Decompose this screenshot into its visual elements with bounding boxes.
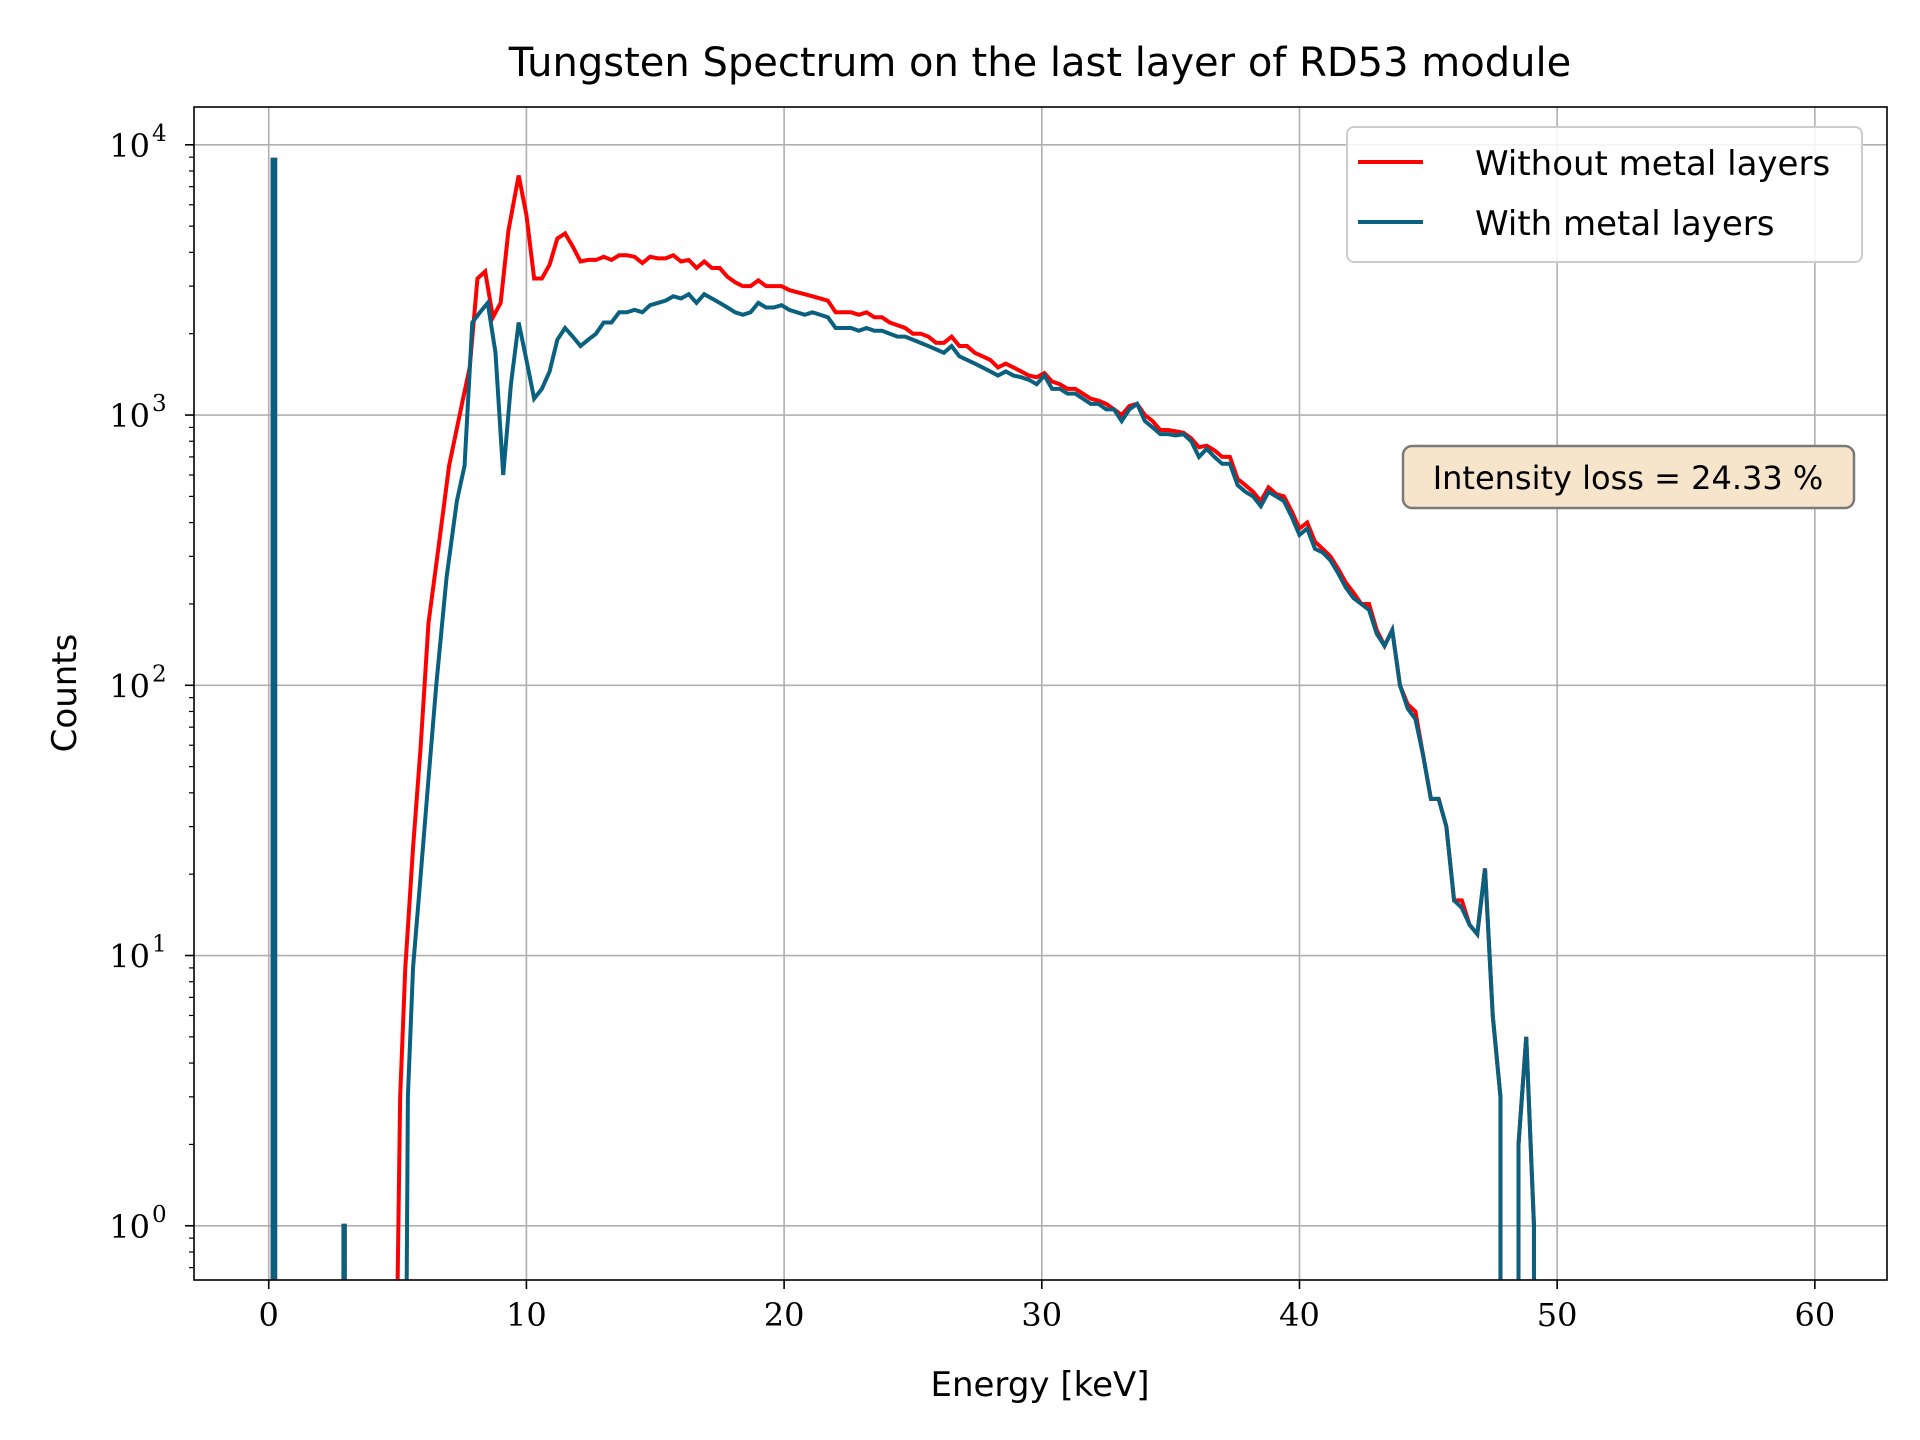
legend: Without metal layers With metal layers	[1346, 126, 1863, 263]
y-tick-base: 10	[109, 1208, 150, 1246]
legend-label-with-metal: With metal layers	[1475, 204, 1774, 244]
y-tick-label: 10	[109, 938, 150, 976]
series-layer	[270, 157, 1536, 1280]
x-tick-label: 10	[506, 1296, 547, 1334]
y-tick-exponent: 3	[152, 391, 167, 417]
y-tick-exponent: 4	[152, 121, 167, 147]
grid	[194, 107, 1887, 1280]
x-tick-label: 60	[1794, 1296, 1835, 1334]
annotation-text: Intensity loss = 24.33 %	[1433, 459, 1824, 497]
annotation-background	[1401, 444, 1856, 510]
x-tick-label: 30	[1021, 1296, 1062, 1334]
y-tick-label: 10	[109, 397, 150, 435]
y-tick-base: 10	[109, 667, 150, 705]
y-tick-label: 10	[109, 667, 150, 705]
x-tick-label: 0	[259, 1296, 279, 1334]
x-tick-label: 20	[764, 1296, 805, 1334]
y-axis-label: Counts	[45, 634, 85, 753]
y-tick-exponent: 1	[152, 932, 167, 958]
y-tick-exponent: 2	[152, 661, 167, 687]
series-line-without-metal-layers	[270, 157, 1536, 1280]
x-axis-label: Energy [keV]	[930, 1365, 1149, 1405]
x-tick-label: 40	[1279, 1296, 1320, 1334]
legend-label-without-metal: Without metal layers	[1475, 144, 1830, 184]
y-tick-base: 10	[109, 127, 150, 165]
y-minor-ticks	[189, 156, 194, 1269]
chart-title: Tungsten Spectrum on the last layer of R…	[508, 40, 1571, 86]
y-tick-base: 10	[109, 397, 150, 435]
y-tick-label: 10	[109, 1208, 150, 1246]
series-line-with-metal-layers	[270, 157, 1536, 1280]
plot-area	[194, 107, 1887, 1280]
plot-frame	[193, 106, 1888, 1281]
x-axis-ticks: 0 10 20 30 40 50 60	[259, 1280, 1835, 1334]
y-tick-exponent: 0	[152, 1202, 167, 1228]
annotation-box: Intensity loss = 24.33 %	[1401, 444, 1856, 510]
legend-box	[1346, 126, 1863, 263]
y-tick-label: 10	[109, 127, 150, 165]
x-tick-label: 50	[1537, 1296, 1578, 1334]
y-tick-base: 10	[109, 938, 150, 976]
